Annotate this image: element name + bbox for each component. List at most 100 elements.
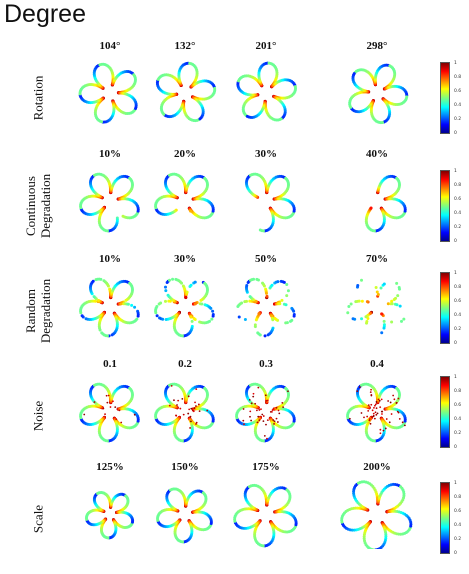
outline-point: [362, 537, 366, 541]
starfish-panel: [70, 479, 150, 549]
noise-point: [384, 427, 387, 430]
starfish-contour: [84, 491, 135, 540]
noise-point: [170, 385, 173, 387]
noise-point: [109, 406, 112, 408]
colorbar-tick-label: 0.4: [454, 211, 462, 216]
column-label: 0.2: [178, 358, 192, 370]
noise-point: [281, 401, 284, 404]
starfish-contour: [156, 487, 213, 544]
starfish-contour: [79, 382, 140, 443]
outline-point: [390, 320, 394, 324]
noise-point: [385, 418, 388, 420]
row-label: Rotation: [31, 43, 46, 153]
colorbar-tick-label: 0: [454, 239, 457, 244]
outline-point: [395, 303, 399, 307]
outline-point: [365, 300, 369, 304]
noise-point: [252, 392, 255, 395]
colorbar-tick-label: 0.6: [454, 299, 462, 304]
column-label: 30%: [255, 148, 277, 160]
noise-point: [363, 416, 365, 419]
colorbar-tick-label: 0.6: [454, 403, 462, 408]
noise-point: [380, 398, 383, 401]
outline-point: [180, 281, 184, 285]
column-label: 132°: [174, 40, 196, 52]
outline-point: [136, 314, 140, 318]
starfish-contour: [348, 63, 409, 125]
outline-point: [185, 290, 189, 294]
column-label: 20%: [174, 148, 196, 160]
row-label-line: Rotation: [30, 75, 46, 121]
starfish-panel: [70, 376, 150, 446]
column-label: 175%: [252, 461, 280, 473]
outline-point: [124, 298, 128, 302]
noise-point: [266, 419, 269, 422]
outline-point: [243, 317, 247, 321]
noise-point: [398, 418, 401, 420]
outline-point: [168, 299, 172, 303]
outline-point: [390, 299, 394, 303]
noise-point: [262, 415, 265, 417]
outline-point: [258, 228, 262, 232]
row-label: Random Degradation: [23, 256, 53, 366]
column-label: 200%: [363, 461, 391, 473]
noise-point: [261, 413, 264, 416]
outline-point: [245, 284, 249, 287]
outline-point: [289, 319, 292, 323]
outline-point: [262, 284, 266, 288]
figure-title: Degree: [4, 0, 86, 28]
noise-point: [263, 434, 266, 437]
column-label: 10%: [99, 253, 121, 265]
starfish-contour: [235, 382, 296, 443]
row-label: Scale: [31, 464, 46, 574]
outline-point: [271, 318, 275, 322]
colorbar-tick-label: 0.4: [454, 313, 462, 318]
noise-point: [379, 432, 382, 435]
noise-point: [258, 419, 261, 422]
noise-point: [264, 394, 267, 397]
outline-point: [273, 316, 277, 320]
outline-point: [352, 528, 356, 532]
outline-point: [286, 289, 290, 293]
outline-point: [99, 277, 103, 281]
noise-point: [372, 412, 375, 415]
noise-point: [181, 398, 184, 400]
noise-point: [372, 415, 375, 418]
outline-point: [364, 315, 368, 319]
column-label: 298°: [366, 40, 388, 52]
outline-point: [189, 209, 193, 213]
outline-point: [282, 280, 286, 284]
colorbar-tick-label: 0.6: [454, 509, 462, 514]
noise-point: [256, 421, 259, 424]
noise-point: [190, 407, 193, 410]
outline-point: [155, 304, 159, 308]
outline-point: [347, 304, 351, 308]
noise-point: [188, 408, 191, 411]
starfish-contour: [233, 483, 298, 548]
noise-point: [371, 416, 373, 419]
noise-point: [258, 409, 261, 411]
noise-point: [379, 428, 382, 431]
outline-point: [198, 117, 202, 121]
noise-point: [114, 406, 117, 409]
colorbar: [440, 62, 450, 134]
outline-point: [351, 317, 355, 321]
noise-point: [370, 388, 372, 391]
starfish-panel: [226, 58, 306, 128]
starfish-panel: [70, 58, 150, 128]
row-label-line: Degradation: [38, 173, 53, 239]
noise-point: [374, 404, 376, 407]
colorbar-tick-label: 0: [454, 131, 457, 136]
noise-point: [273, 423, 275, 425]
outline-point: [159, 301, 163, 305]
noise-point: [249, 410, 252, 413]
outline-point: [189, 283, 193, 287]
outline-point: [379, 286, 383, 290]
noise-point: [397, 397, 400, 400]
noise-point: [375, 400, 378, 403]
starfish-panel: [70, 166, 150, 236]
outline-point: [106, 284, 110, 288]
outline-point: [285, 294, 289, 298]
outline-point: [163, 285, 167, 289]
outline-point: [164, 289, 168, 293]
noise-point: [187, 412, 190, 415]
